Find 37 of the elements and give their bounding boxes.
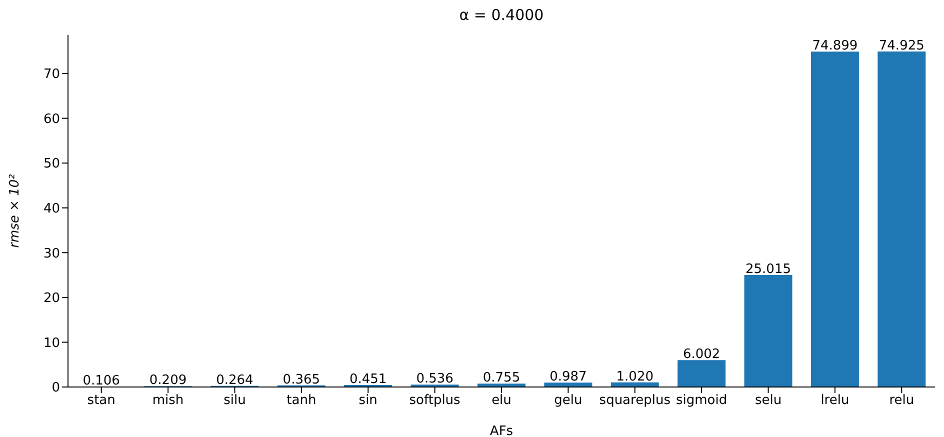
y-tick-label: 30 [43, 246, 60, 262]
data-label: 0.365 [282, 372, 320, 388]
data-label: 0.264 [216, 372, 254, 388]
data-label: 25.015 [746, 262, 792, 277]
data-label: 1.020 [616, 369, 654, 384]
x-tick-label: stan [87, 393, 116, 408]
x-tick-label: softplus [409, 393, 461, 408]
x-tick-label: elu [492, 393, 512, 408]
data-label: 0.209 [149, 373, 187, 388]
data-label: 0.106 [82, 374, 120, 389]
data-label: 0.536 [416, 372, 454, 387]
y-tick-label: 40 [43, 201, 60, 216]
data-label: 0.987 [550, 370, 587, 385]
chart-title: α = 0.4000 [458, 6, 545, 24]
data-label: 74.899 [812, 38, 858, 54]
x-axis-title: AFs [490, 424, 514, 437]
data-label: 0.755 [482, 370, 520, 386]
x-tick-label: tanh [286, 393, 316, 408]
data-label: 6.002 [682, 347, 720, 362]
y-tick-label: 10 [43, 336, 60, 351]
data-label: 74.925 [878, 38, 924, 54]
x-tick-label: selu [754, 393, 782, 408]
x-tick-label: lrelu [820, 393, 850, 408]
x-tick-label: silu [224, 393, 246, 408]
x-tick-label: relu [889, 393, 914, 408]
data-label: 0.451 [349, 372, 387, 387]
y-tick-label: 50 [43, 156, 60, 172]
x-tick-label: mish [152, 393, 184, 408]
y-tick-label: 60 [43, 112, 60, 127]
y-tick-label: 70 [43, 67, 60, 82]
x-tick-label: sigmoid [676, 393, 728, 408]
x-tick-label: squareplus [599, 393, 671, 408]
x-tick-label: sin [358, 393, 378, 408]
y-tick-label: 0 [52, 380, 60, 396]
y-tick-label: 20 [43, 291, 60, 306]
x-tick-label: gelu [554, 393, 582, 408]
y-axis-title: rmse × 10² [8, 174, 23, 248]
